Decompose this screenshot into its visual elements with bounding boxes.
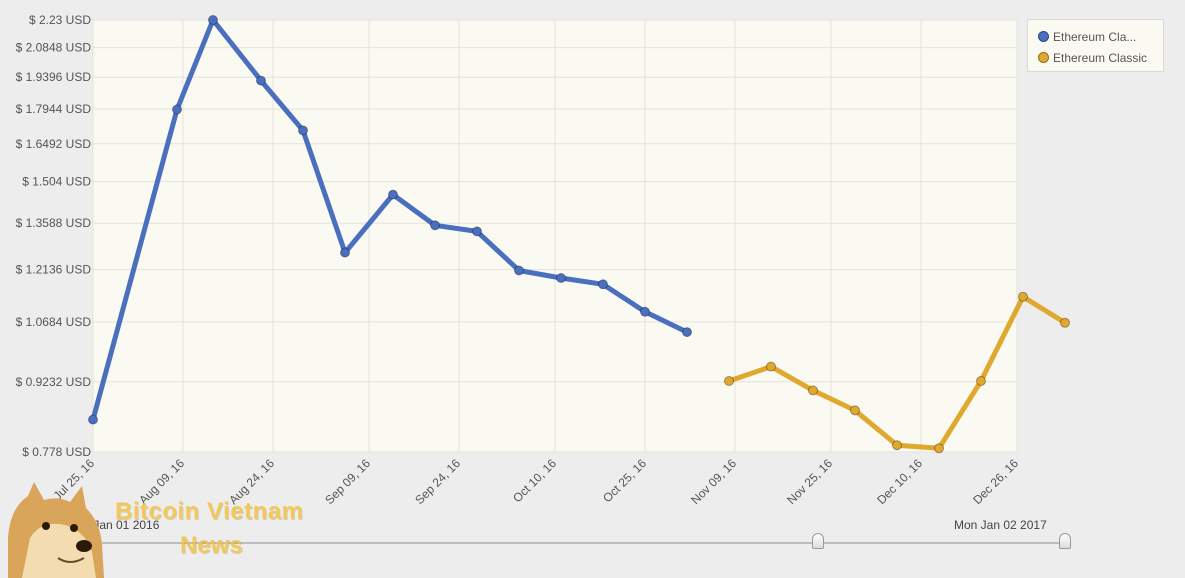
data-point (724, 376, 734, 386)
data-point (472, 226, 482, 237)
data-point (256, 75, 266, 86)
y-tick-label: $ 1.7944 USD (16, 102, 92, 116)
data-point (388, 189, 398, 200)
watermark-text-line2: News (180, 532, 243, 559)
data-point (598, 279, 608, 290)
data-point (850, 405, 860, 416)
y-axis: $ 2.23 USD $ 2.0848 USD $ 1.9396 USD $ 1.79… (16, 13, 92, 459)
data-point (1018, 291, 1028, 302)
watermark-text-line1: Bitcoin Vietnam (115, 498, 304, 525)
y-tick-label: $ 1.9396 USD (16, 70, 92, 84)
data-point (340, 247, 350, 258)
watermark-logo: Bitcoin Vietnam News (0, 478, 330, 578)
y-tick-label: $ 1.6492 USD (16, 137, 92, 151)
data-point (298, 125, 308, 136)
range-slider-left-handle[interactable] (812, 533, 824, 549)
doge-icon (8, 482, 104, 578)
chart: $ 2.23 USD $ 2.0848 USD $ 1.9396 USD $ 1.79… (16, 13, 1070, 507)
x-tick-label: Oct 25, 16 (600, 456, 649, 505)
data-point (766, 361, 776, 372)
data-point (892, 440, 902, 451)
y-tick-label: $ 0.778 USD (22, 445, 91, 459)
x-tick-label: Nov 09, 16 (688, 456, 739, 507)
data-point (556, 273, 566, 283)
y-tick-label: $ 1.0684 USD (16, 315, 92, 329)
x-tick-label: Sep 24, 16 (412, 456, 463, 507)
data-point (172, 104, 182, 115)
y-tick-label: $ 0.9232 USD (16, 375, 92, 389)
series-line-1 (90, 17, 690, 423)
data-point (208, 15, 218, 25)
y-tick-label: $ 1.3588 USD (16, 216, 92, 230)
range-slider-track[interactable] (100, 542, 1068, 544)
y-tick-label: $ 2.0848 USD (16, 41, 92, 55)
data-point (682, 327, 692, 338)
x-tick-label: Nov 25, 16 (784, 456, 835, 507)
x-tick-label: Oct 10, 16 (510, 456, 559, 505)
legend-item-series-2[interactable]: Ethereum Classic (1038, 47, 1163, 68)
legend-marker-icon (1038, 52, 1049, 63)
legend: Ethereum Cla... Ethereum Classic (1027, 19, 1164, 72)
range-end-label: Mon Jan 02 2017 (954, 518, 1047, 532)
data-point (514, 265, 524, 276)
legend-label: Ethereum Classic (1053, 50, 1148, 65)
data-point (88, 414, 98, 425)
legend-marker-icon (1038, 31, 1049, 42)
data-point (976, 376, 986, 386)
data-point (808, 385, 818, 396)
data-point (934, 443, 944, 454)
data-point (1060, 317, 1070, 328)
series (88, 15, 1070, 454)
legend-item-series-1[interactable]: Ethereum Cla... (1038, 26, 1163, 47)
data-point (430, 220, 440, 231)
x-tick-label: Dec 10, 16 (874, 456, 925, 507)
data-point (640, 306, 650, 317)
y-tick-label: $ 2.23 USD (29, 13, 91, 27)
y-tick-label: $ 1.504 USD (22, 175, 91, 189)
legend-label: Ethereum Cla... (1053, 29, 1137, 44)
x-tick-label: Dec 26, 16 (970, 456, 1021, 507)
y-tick-label: $ 1.2136 USD (16, 263, 92, 277)
range-slider-right-handle[interactable] (1059, 533, 1071, 549)
